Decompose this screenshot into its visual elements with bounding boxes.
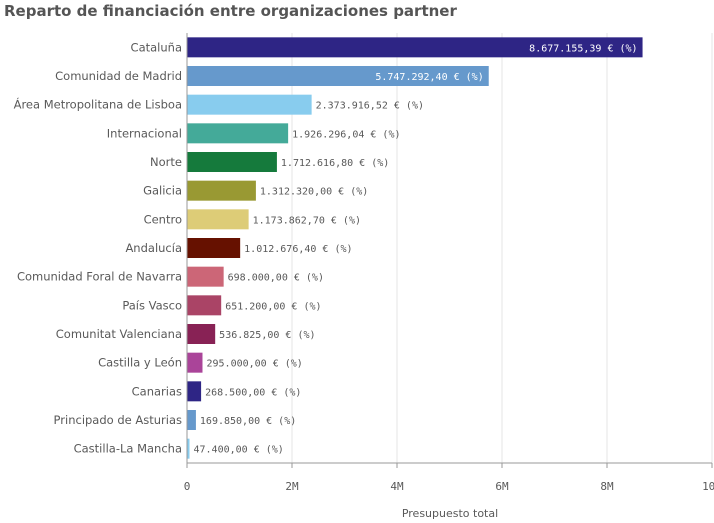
category-label: Andalucía <box>125 241 182 255</box>
x-tick-label: 0 <box>184 480 191 493</box>
x-tick-label: 6M <box>495 480 509 493</box>
bar[interactable] <box>187 381 202 402</box>
category-label: País Vasco <box>122 298 182 312</box>
grid-lines <box>291 33 713 463</box>
bar[interactable] <box>187 123 289 144</box>
category-label: Comunidad Foral de Navarra <box>17 270 182 284</box>
category-label: Internacional <box>107 126 182 140</box>
data-label: 1.712.616,80 € (%) <box>281 158 389 169</box>
category-label: Comunitat Valenciana <box>56 327 182 341</box>
x-axis: 0 2M 4M 6M 8M 10M <box>184 33 714 493</box>
bar[interactable] <box>187 152 277 172</box>
bar[interactable] <box>187 66 489 86</box>
x-tick-label: 10M <box>702 480 714 493</box>
data-label: 1.173.862,70 € (%) <box>253 215 361 226</box>
data-label: 268.500,00 € (%) <box>205 387 301 398</box>
bars: 8.677.155,39 € (%) 5.747.292,40 € (%) 2.37… <box>187 37 643 459</box>
data-label: 169.850,00 € (%) <box>200 416 296 427</box>
bar[interactable] <box>187 94 312 115</box>
bar[interactable] <box>187 238 241 258</box>
category-label: Galicia <box>143 184 182 198</box>
bar[interactable] <box>187 324 216 344</box>
x-tick-label: 2M <box>285 480 299 493</box>
data-label: 698.000,00 € (%) <box>228 273 324 284</box>
data-label: 47.400,00 € (%) <box>193 445 283 456</box>
bar[interactable] <box>187 410 196 430</box>
chart-title: Reparto de financiación entre organizaci… <box>4 2 457 20</box>
bar[interactable] <box>187 266 224 287</box>
data-label: 536.825,00 € (%) <box>219 330 315 341</box>
data-label: 651.200,00 € (%) <box>225 301 321 312</box>
category-label: Área Metropolitana de Lisboa <box>14 97 182 112</box>
x-tick-label: 8M <box>600 480 614 493</box>
category-label: Principado de Asturias <box>54 413 182 427</box>
category-label: Canarias <box>132 384 182 398</box>
category-label: Castilla y León <box>98 356 182 370</box>
bar[interactable] <box>187 295 222 316</box>
bar[interactable] <box>187 438 190 459</box>
data-label: 2.373.916,52 € (%) <box>316 101 424 112</box>
category-label: Comunidad de Madrid <box>55 69 182 83</box>
category-label: Norte <box>150 155 182 169</box>
category-label: Centro <box>144 212 182 226</box>
bar[interactable] <box>187 352 203 373</box>
category-label: Castilla-La Mancha <box>74 442 182 456</box>
data-label: 1.012.676,40 € (%) <box>244 244 352 255</box>
bar[interactable] <box>187 180 256 201</box>
data-label: 1.312.320,00 € (%) <box>260 187 368 198</box>
data-label: 1.926.296,04 € (%) <box>292 129 400 140</box>
x-axis-title: Presupuesto total <box>402 507 498 520</box>
bar[interactable] <box>187 209 249 230</box>
category-labels: Cataluña Comunidad de Madrid Área Metropol… <box>14 40 182 455</box>
data-label: 5.747.292,40 € (%) <box>375 72 483 83</box>
category-label: Cataluña <box>131 40 182 54</box>
data-label: 8.677.155,39 € (%) <box>529 43 637 54</box>
data-label: 295.000,00 € (%) <box>206 359 302 370</box>
x-tick-label: 4M <box>390 480 404 493</box>
bar[interactable] <box>187 37 643 58</box>
